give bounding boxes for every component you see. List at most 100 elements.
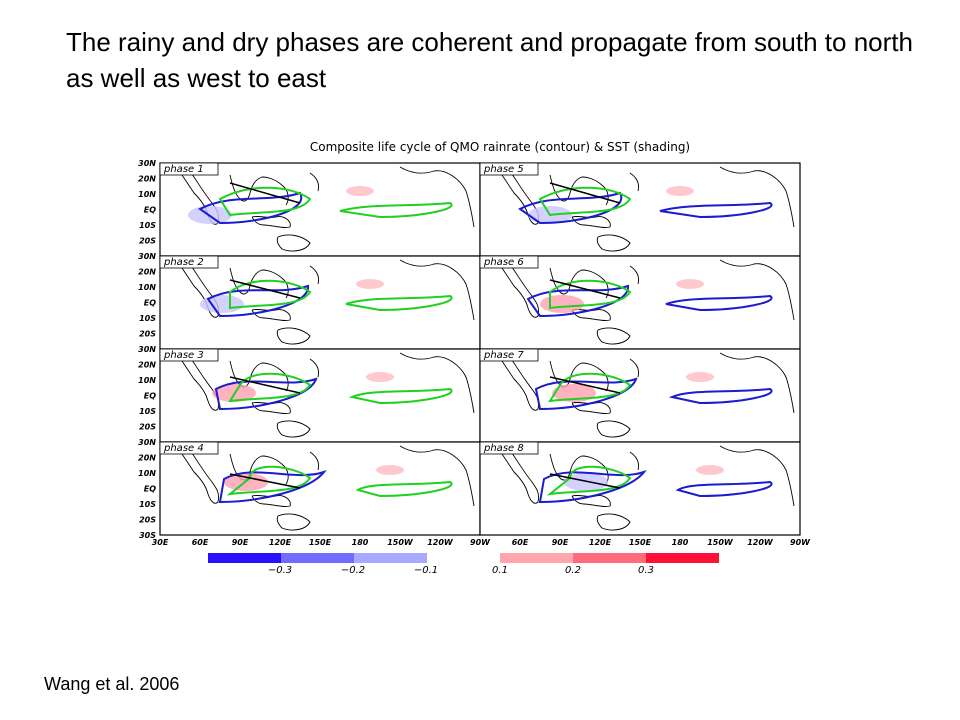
phase-label: phase 7 (483, 350, 524, 361)
colorbar-label: 0.2 (565, 565, 581, 576)
coastline (181, 352, 475, 438)
rain-contour-pacific (345, 294, 453, 312)
propagation-line (549, 279, 621, 299)
propagation-line (549, 182, 621, 204)
map-panel: phase 4 (159, 441, 481, 536)
phase-label: phase 2 (163, 257, 204, 268)
rain-contour-negative (526, 284, 630, 318)
phase-label: phase 4 (163, 443, 204, 454)
lon-tick-label: 120E (589, 538, 612, 547)
lon-tick-label: 30E (152, 538, 169, 547)
lon-tick-label: 120E (269, 538, 292, 547)
phase-label-box (159, 255, 219, 269)
lat-tick-label: EQ (144, 299, 156, 308)
lon-tick-label: 90W (790, 538, 811, 547)
lat-tick-label: 10N (138, 190, 156, 199)
phase-label-box (159, 441, 219, 455)
propagation-line (229, 279, 301, 299)
colorbar-label: 0.3 (638, 565, 654, 576)
lat-tick-label: EQ (144, 485, 156, 494)
lon-tick-label: 90E (552, 538, 569, 547)
coastline (181, 445, 475, 531)
lat-tick-label: 10S (139, 314, 156, 323)
coastline (501, 352, 795, 438)
map-panel: phase 7 (479, 348, 801, 443)
rain-contour-pacific (665, 294, 773, 312)
lon-tick-label: 90E (232, 538, 249, 547)
map-panel: phase 5 (479, 162, 801, 257)
coastline (501, 445, 795, 531)
lon-tick-label: 90W (470, 538, 491, 547)
citation: Wang et al. 2006 (44, 674, 180, 694)
lat-tick-label: 20N (138, 175, 156, 184)
sst-shading (686, 372, 714, 382)
colorbar-segment (354, 553, 427, 563)
map-panel: phase 6 (479, 255, 801, 350)
coastline (501, 166, 795, 252)
lon-tick-label: 150W (707, 538, 734, 547)
lat-tick-label: 20S (139, 237, 156, 246)
lat-tick-label: 10N (138, 376, 156, 385)
lat-tick-label: 30N (138, 345, 156, 354)
map-panel: phase 3 (159, 348, 481, 443)
panel-frame (479, 441, 801, 536)
phase-label: phase 6 (483, 257, 524, 268)
rain-contour-pacific (348, 387, 453, 405)
rain-contour-pacific (355, 480, 453, 498)
map-panel: phase 8 (479, 441, 801, 536)
rain-contour-positive (229, 279, 312, 310)
colorbar-segment (500, 553, 573, 563)
sst-shading (666, 186, 694, 196)
lon-tick-label: 120W (747, 538, 774, 547)
phase-label: phase 3 (163, 350, 204, 361)
sst-shading (696, 465, 724, 475)
sst-shading (366, 372, 394, 382)
sst-shading (346, 186, 374, 196)
colorbar-segment (646, 553, 719, 563)
lat-tick-label: 10S (139, 407, 156, 416)
coastline (181, 259, 475, 345)
phase-label-box (159, 162, 219, 176)
lat-tick-label: 10S (139, 221, 156, 230)
colorbar-label: −0.2 (341, 565, 365, 576)
lat-tick-label: 20S (139, 423, 156, 432)
colorbar-label: −0.1 (414, 565, 438, 576)
colorbar-label: 0.1 (492, 565, 508, 576)
figure-title: Composite life cycle of QMO rainrate (co… (309, 140, 691, 154)
rain-contour-positive (549, 279, 632, 310)
lat-tick-label: 20N (138, 454, 156, 463)
panel-frame (479, 162, 801, 257)
colorbar-label: −0.3 (268, 565, 292, 576)
phase-label-box (479, 348, 539, 362)
propagation-line (549, 473, 621, 489)
sst-shading (676, 279, 704, 289)
slide-title: The rainy and dry phases are coherent an… (66, 27, 913, 93)
sst-shading (376, 465, 404, 475)
lat-tick-label: 20N (138, 268, 156, 277)
lat-tick-label: 20N (138, 361, 156, 370)
phase-label-box (479, 441, 539, 455)
rain-contour-positive (228, 372, 312, 403)
phase-label-box (479, 162, 539, 176)
lon-tick-label: 60E (192, 538, 209, 547)
propagation-line (229, 376, 301, 394)
rain-contour-pacific (668, 387, 773, 405)
lon-tick-label: 150E (629, 538, 652, 547)
rain-contour-negative (218, 470, 327, 504)
propagation-line (229, 182, 301, 204)
lat-tick-label: 30N (138, 438, 156, 447)
lon-tick-label: 180 (672, 538, 689, 547)
lat-tick-label: 30N (138, 252, 156, 261)
lon-tick-label: 150E (309, 538, 332, 547)
rain-contour-pacific (339, 201, 453, 219)
colorbar-segment (281, 553, 354, 563)
rain-contour-positive (546, 465, 632, 496)
sst-shading (200, 295, 244, 313)
lat-tick-label: 10S (139, 500, 156, 509)
rain-contour-negative (206, 284, 310, 318)
colorbar-segment (573, 553, 646, 563)
sst-shading (356, 279, 384, 289)
phase-label: phase 8 (483, 443, 524, 454)
lat-tick-label: 20S (139, 516, 156, 525)
map-panel: phase 2 (159, 255, 481, 350)
